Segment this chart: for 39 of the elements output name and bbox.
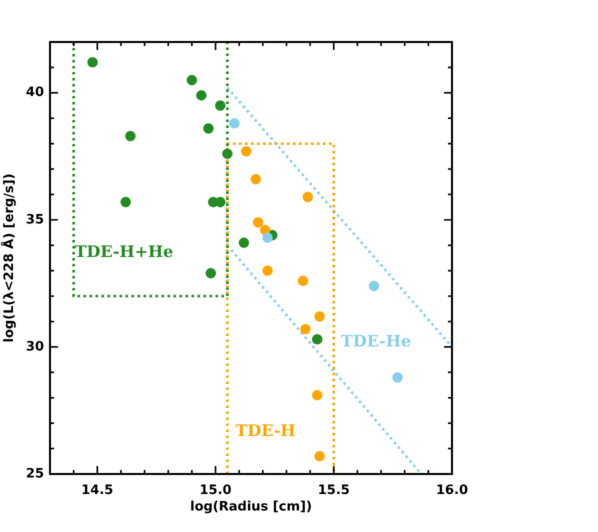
point <box>300 324 311 334</box>
point <box>312 390 322 400</box>
point <box>392 372 403 383</box>
x-tick-label: 15.0 <box>199 483 232 498</box>
point <box>120 196 131 208</box>
x-tick-label: 16.0 <box>436 483 468 498</box>
point <box>222 148 233 160</box>
x-tick-label: 15.5 <box>318 483 350 498</box>
point <box>241 146 252 156</box>
y-tick-label: 30 <box>26 339 44 354</box>
point <box>196 90 207 101</box>
text: TDE-H+He <box>74 242 174 261</box>
point <box>262 232 273 243</box>
point <box>262 266 273 276</box>
point <box>314 451 325 462</box>
y-axis-title: log(L(λ<228 Å) [erg/s]) <box>0 173 18 343</box>
point <box>298 276 308 286</box>
point <box>252 217 264 228</box>
point <box>302 192 313 202</box>
x-tick-label: 14.5 <box>81 483 114 498</box>
point <box>215 196 226 208</box>
y-tick-label: 40 <box>26 85 44 100</box>
x-axis-title: log(Radius [cm]) <box>190 500 312 515</box>
point <box>250 174 261 184</box>
point <box>125 130 136 142</box>
point <box>229 118 240 129</box>
point <box>87 57 98 68</box>
series-label: TDE-H <box>235 420 296 440</box>
series-label: TDE-He <box>340 331 412 350</box>
point <box>238 238 250 248</box>
point <box>314 311 325 322</box>
point <box>215 100 226 111</box>
point <box>368 280 380 292</box>
y-tick-label: 35 <box>26 212 44 228</box>
point <box>312 334 322 345</box>
point <box>186 74 198 86</box>
y-tick-label: 25 <box>26 466 44 482</box>
point <box>203 123 214 134</box>
point <box>206 268 216 278</box>
